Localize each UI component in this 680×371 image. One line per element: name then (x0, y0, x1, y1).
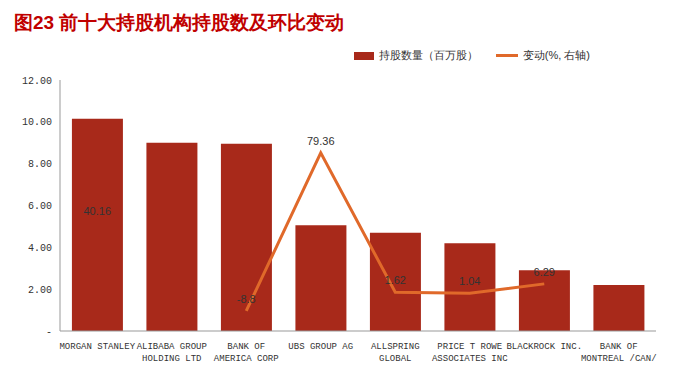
svg-text:BANK OF: BANK OF (227, 342, 265, 352)
svg-text:HOLDING LTD: HOLDING LTD (142, 354, 201, 364)
svg-text:BANK OF: BANK OF (600, 342, 638, 352)
svg-text:6.00: 6.00 (28, 201, 52, 212)
svg-text:ALIBABA GROUP: ALIBABA GROUP (137, 342, 207, 352)
svg-text:10.00: 10.00 (22, 117, 52, 128)
svg-text:-: - (46, 327, 52, 338)
svg-text:ASSOCIATES INC: ASSOCIATES INC (432, 354, 508, 364)
svg-text:UBS GROUP AG: UBS GROUP AG (288, 342, 353, 352)
html-text:持股数量（百万股）: 持股数量（百万股） (378, 49, 478, 61)
svg-text:4.00: 4.00 (28, 243, 52, 254)
svg-text:AMERICA CORP: AMERICA CORP (214, 354, 279, 364)
svg-text:8.00: 8.00 (28, 159, 52, 170)
html-text:图23 前十大持股机构持股数及环比变动: 图23 前十大持股机构持股数及环比变动 (14, 12, 345, 33)
svg-text:1.04: 1.04 (459, 275, 480, 287)
svg-text:MORGAN STANLEY: MORGAN STANLEY (59, 342, 135, 352)
svg-text:6.29: 6.29 (534, 266, 555, 278)
svg-text:PRICE T ROWE: PRICE T ROWE (437, 342, 502, 352)
svg-text:79.36: 79.36 (307, 135, 335, 147)
svg-text:BLACKROCK INC.: BLACKROCK INC. (506, 342, 582, 352)
svg-text:ALLSPRING: ALLSPRING (371, 342, 420, 352)
svg-text:MONTREAL /CAN/: MONTREAL /CAN/ (581, 354, 657, 364)
svg-text:GLOBAL: GLOBAL (379, 354, 411, 364)
svg-text:12.00: 12.00 (22, 76, 52, 87)
svg-text:2.00: 2.00 (28, 285, 52, 296)
svg-text:-8.8: -8.8 (237, 293, 256, 305)
svg-text:40.16: 40.16 (83, 205, 111, 217)
html-text:变动(%, 右轴): 变动(%, 右轴) (522, 49, 590, 61)
svg-text:1.62: 1.62 (385, 274, 406, 286)
